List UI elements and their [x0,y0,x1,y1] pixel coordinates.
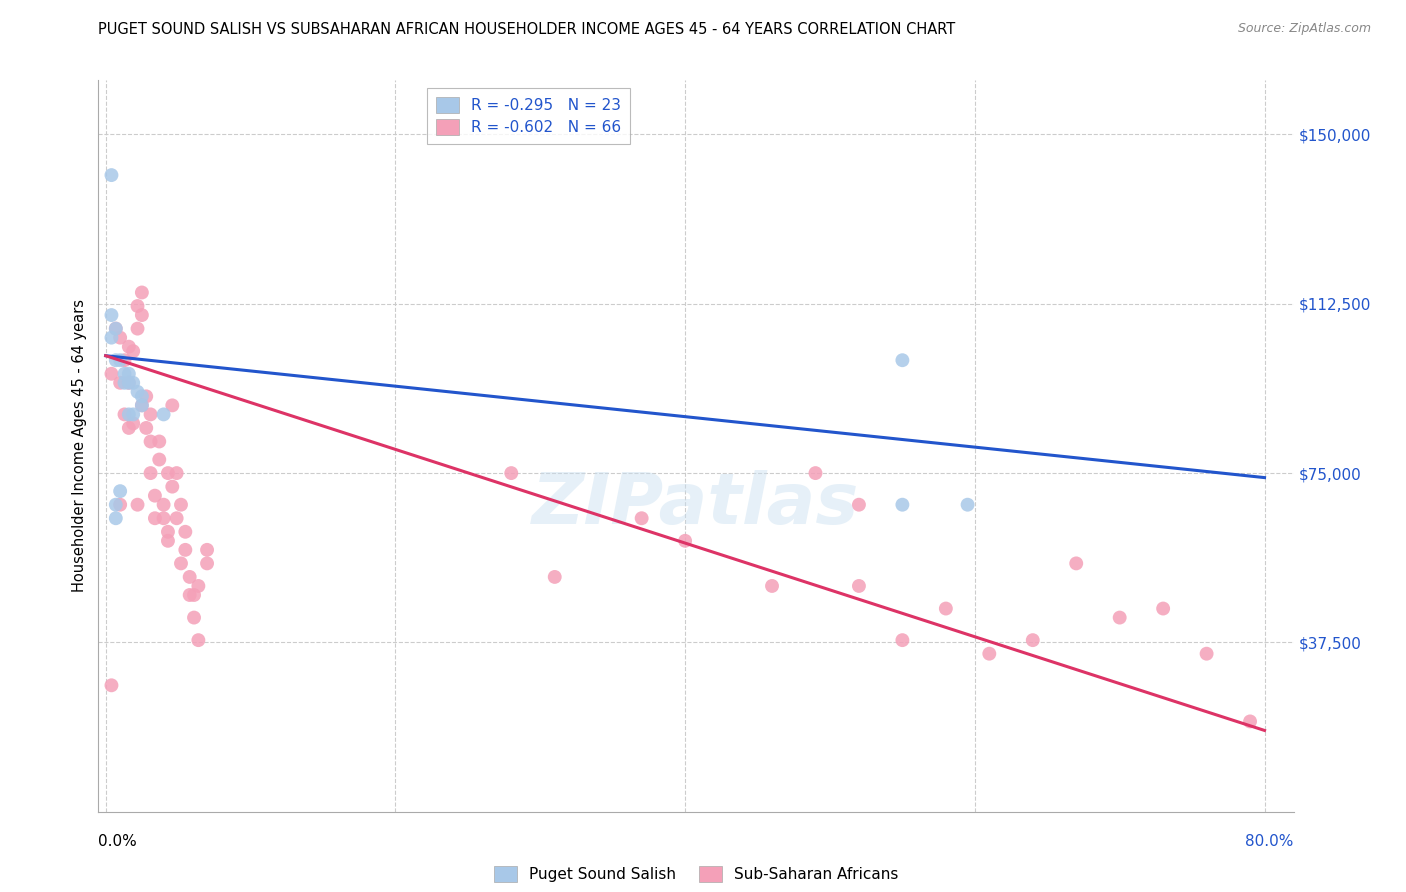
Point [104,321,127,335]
Point [804,466,827,480]
Point [501,466,523,480]
Point [162,480,184,494]
Point [114,353,136,368]
Legend: Puget Sound Salish, Sub-Saharan Africans: Puget Sound Salish, Sub-Saharan Africans [488,860,904,888]
Point [122,408,145,422]
Point [170,557,193,571]
Point [118,376,141,390]
Text: 0.0%: 0.0% [98,834,138,849]
Point [131,285,153,300]
Point [100,308,122,322]
Point [156,524,179,539]
Point [139,408,162,422]
Point [1195,647,1218,661]
Point [1108,610,1130,624]
Point [179,588,201,602]
Point [152,408,174,422]
Point [183,588,205,602]
Point [891,633,914,648]
Point [156,466,179,480]
Point [131,389,153,403]
Point [187,579,209,593]
Point [118,376,141,390]
Point [162,398,184,412]
Point [108,484,131,499]
Point [174,524,197,539]
Point [131,308,153,322]
Point [139,466,162,480]
Y-axis label: Householder Income Ages 45 - 64 years: Householder Income Ages 45 - 64 years [72,300,87,592]
Point [195,557,218,571]
Point [979,647,1001,661]
Point [179,570,201,584]
Point [118,340,141,354]
Point [152,511,174,525]
Point [118,408,141,422]
Point [630,511,652,525]
Point [761,579,783,593]
Point [100,678,122,692]
Point [1239,714,1261,729]
Text: 80.0%: 80.0% [1246,834,1294,849]
Point [114,408,136,422]
Point [127,299,149,313]
Point [122,417,145,431]
Text: PUGET SOUND SALISH VS SUBSAHARAN AFRICAN HOUSEHOLDER INCOME AGES 45 - 64 YEARS C: PUGET SOUND SALISH VS SUBSAHARAN AFRICAN… [98,22,956,37]
Point [143,511,166,525]
Point [848,498,870,512]
Point [143,489,166,503]
Point [544,570,567,584]
Point [187,633,209,648]
Point [148,452,170,467]
Point [956,498,979,512]
Point [174,542,197,557]
Point [195,542,218,557]
Point [127,384,149,399]
Point [100,367,122,381]
Point [104,321,127,335]
Point [183,610,205,624]
Point [891,498,914,512]
Point [1022,633,1045,648]
Point [848,579,870,593]
Point [104,511,127,525]
Point [148,434,170,449]
Point [108,331,131,345]
Point [891,353,914,368]
Point [118,367,141,381]
Point [170,498,193,512]
Point [156,533,179,548]
Point [935,601,957,615]
Point [673,533,696,548]
Point [118,421,141,435]
Point [108,353,131,368]
Point [114,367,136,381]
Point [135,389,157,403]
Text: Source: ZipAtlas.com: Source: ZipAtlas.com [1237,22,1371,36]
Point [104,498,127,512]
Point [131,398,153,412]
Point [114,376,136,390]
Point [100,168,122,182]
Point [108,498,131,512]
Point [1152,601,1174,615]
Point [100,331,122,345]
Point [108,376,131,390]
Point [166,466,188,480]
Point [127,321,149,335]
Point [1064,557,1087,571]
Point [122,344,145,359]
Point [104,353,127,368]
Point [122,376,145,390]
Point [135,421,157,435]
Point [127,498,149,512]
Text: ZIPatlas: ZIPatlas [533,470,859,539]
Point [131,398,153,412]
Point [139,434,162,449]
Point [166,511,188,525]
Point [152,498,174,512]
